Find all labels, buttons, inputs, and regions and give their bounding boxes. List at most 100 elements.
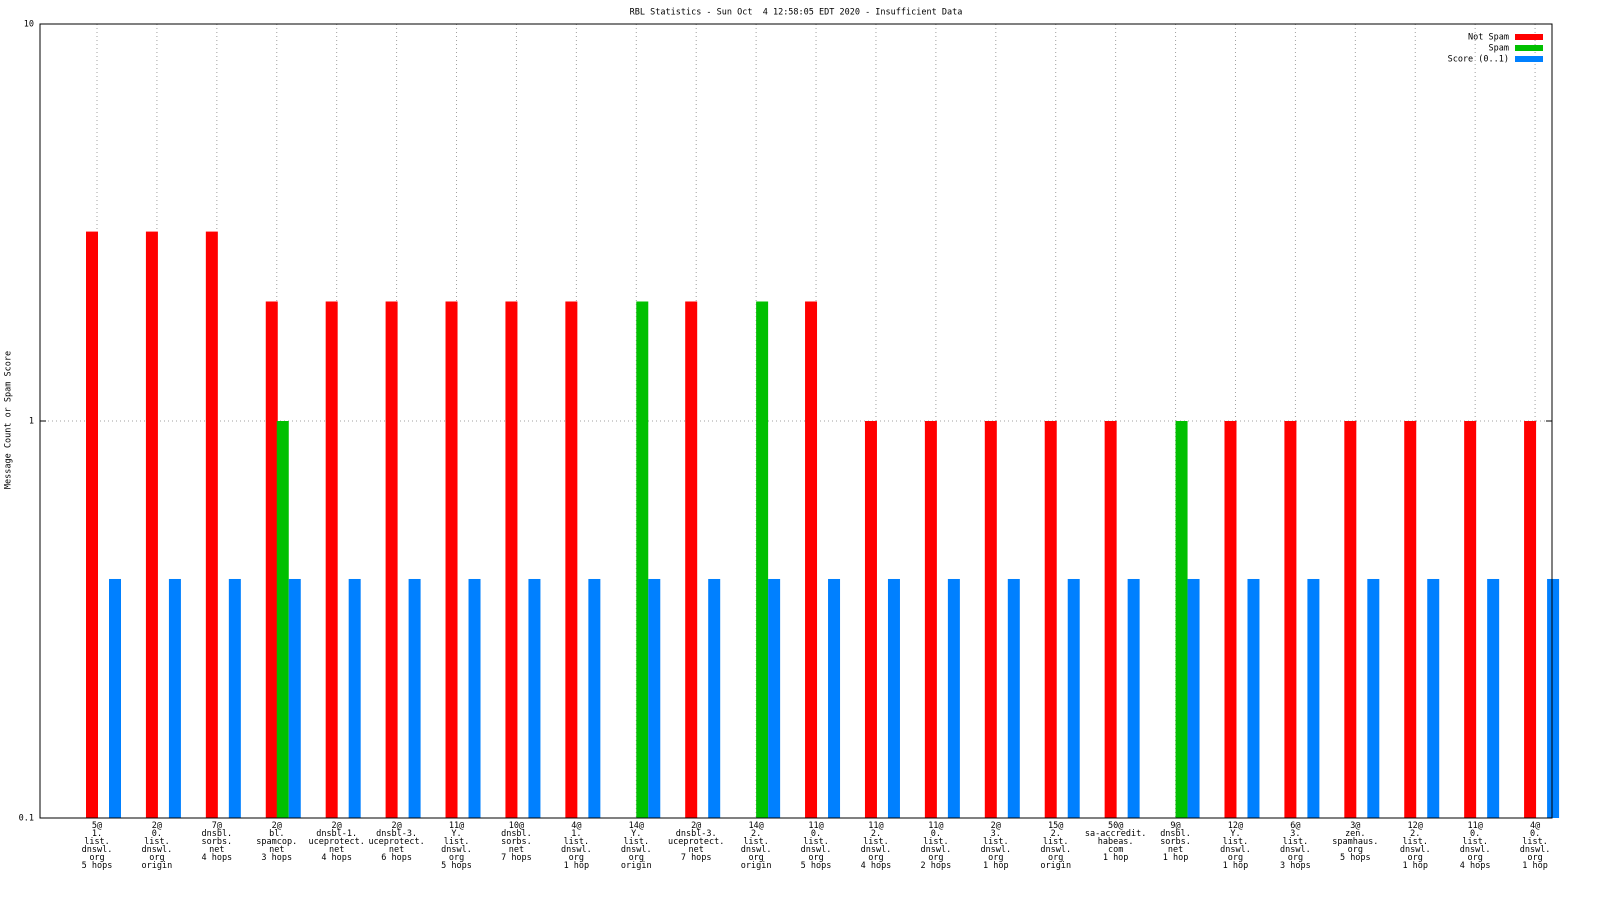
x-tick-label-line: dnswl.: [861, 845, 892, 855]
x-tick-label-line: list.: [1223, 837, 1249, 847]
x-tick-label-line: org: [1288, 853, 1303, 863]
x-tick-label-line: 1 hop: [1103, 853, 1129, 863]
bar: [528, 578, 541, 818]
x-tick-label-line: dnswl.: [1040, 845, 1071, 855]
bar: [1187, 578, 1200, 818]
x-tick-label-line: 15@: [1048, 821, 1063, 831]
x-tick-label-line: Y.: [451, 829, 461, 839]
x-tick-label-line: list.: [1402, 837, 1428, 847]
x-tick-label-line: 5 hops: [1340, 853, 1371, 863]
x-tick-label-line: origin: [741, 861, 772, 871]
x-tick-label-line: dnswl.: [980, 845, 1011, 855]
x-tick-label-line: dnswl.: [801, 845, 832, 855]
x-tick-label-line: list.: [743, 837, 769, 847]
x-tick-label-line: 1 hop: [1402, 861, 1428, 871]
bar: [86, 231, 98, 818]
x-tick-label-line: 0.: [1470, 829, 1480, 839]
x-tick-label-line: 4@: [1530, 821, 1540, 831]
bar: [887, 578, 900, 818]
bar: [1127, 578, 1140, 818]
x-tick-label-line: 7 hops: [501, 853, 532, 863]
x-tick-label: 9@ dnsbl. sorbs. net 1 hop: [1160, 821, 1191, 863]
x-tick-label-line: sa-accredit.: [1085, 829, 1146, 839]
bar: [109, 578, 121, 818]
x-tick-label-line: zen.: [1345, 829, 1365, 839]
y-tick-label: 1: [29, 417, 34, 427]
x-tick-label-line: org: [1348, 845, 1363, 855]
legend-swatch: [1515, 34, 1543, 40]
x-tick-label-line: dnsbl-1.: [316, 829, 357, 839]
x-tick-label-line: dnswl.: [1280, 845, 1311, 855]
x-tick-label-line: 3 hops: [261, 853, 292, 863]
x-tick-label-line: com: [1108, 845, 1123, 855]
x-tick-label-line: 4 hops: [861, 861, 892, 871]
bar: [168, 578, 181, 818]
x-tick-label-line: spamhaus.: [1332, 837, 1378, 847]
x-tick-label: 11@ 2. list. dnswl. org 4 hops: [861, 821, 892, 871]
bar: [228, 578, 241, 818]
bar: [768, 578, 781, 818]
x-tick-label-line: 2@: [332, 821, 342, 831]
legend-label: Spam: [1489, 44, 1509, 54]
x-tick-label-line: net: [209, 845, 224, 855]
x-tick-label-line: 4@: [571, 821, 581, 831]
x-tick-label-line: 2.: [751, 829, 761, 839]
x-tick-label-line: 7 hops: [681, 853, 712, 863]
x-tick-label-line: list.: [444, 837, 470, 847]
x-tick-label: 11@ 0. list. dnswl. org 5 hops: [801, 821, 832, 871]
bar: [445, 301, 458, 818]
x-tick-label-line: origin: [1040, 861, 1071, 871]
x-tick-label-line: org: [1527, 853, 1542, 863]
bar: [805, 301, 818, 818]
x-tick-label-line: list.: [84, 837, 110, 847]
bar: [648, 578, 661, 818]
x-tick-label-line: uceprotect.: [368, 837, 424, 847]
x-tick-label-line: bl.: [269, 829, 284, 839]
x-tick-label-line: 11@: [1467, 821, 1482, 831]
bar: [1547, 578, 1560, 818]
x-tick-label: 2@ dnsbl-3. uceprotect. net 7 hops: [668, 821, 724, 863]
x-tick-label-line: 2@: [991, 821, 1001, 831]
x-tick-label-line: origin: [142, 861, 173, 871]
x-tick-label-line: org: [748, 853, 763, 863]
x-tick-label-line: dnsbl-3.: [376, 829, 417, 839]
x-tick-label-line: dnsbl.: [1160, 829, 1191, 839]
x-tick-label-line: 1.: [571, 829, 581, 839]
x-tick-label-line: 5 hops: [82, 861, 113, 871]
bar: [1175, 421, 1188, 818]
x-tick-label-line: dnswl.: [1220, 845, 1251, 855]
bar: [1044, 421, 1057, 818]
legend-label: Score (0..1): [1448, 55, 1509, 65]
x-tick-label-line: list.: [863, 837, 889, 847]
x-tick-label-line: 1 hop: [983, 861, 1009, 871]
x-tick-label-line: 4 hops: [1460, 861, 1491, 871]
x-tick-label-line: list.: [564, 837, 590, 847]
x-tick-label-line: org: [988, 853, 1003, 863]
x-tick-label-line: 1 hop: [1163, 853, 1189, 863]
x-tick-label-line: net: [329, 845, 344, 855]
x-tick-label: 11@ 0. list. dnswl. org 4 hops: [1460, 821, 1491, 871]
x-tick-label-line: org: [629, 853, 644, 863]
bar: [1524, 421, 1537, 818]
x-tick-label: 5@ 1. list. dnswl. org 5 hops: [82, 821, 113, 871]
x-tick-label-line: dnsbl.: [201, 829, 232, 839]
bar: [1367, 578, 1380, 818]
bar: [1067, 578, 1080, 818]
bar: [1247, 578, 1260, 818]
bar: [756, 301, 769, 818]
x-tick-label: 12@ Y. list. dnswl. org 1 hop: [1220, 821, 1251, 871]
bar: [468, 578, 481, 818]
x-tick-label-line: dnswl.: [621, 845, 652, 855]
x-tick-label: 11@ Y. list. dnswl. org 5 hops: [441, 821, 472, 871]
x-tick-label-line: list.: [923, 837, 949, 847]
x-tick-label-line: list.: [983, 837, 1009, 847]
x-tick-label: 2@ 3. list. dnswl. org 1 hop: [980, 821, 1011, 871]
x-tick-label-line: 5@: [92, 821, 102, 831]
x-tick-label-line: 4 hops: [201, 853, 232, 863]
x-tick-label-line: 3@: [1350, 821, 1360, 831]
x-tick-label-line: Y.: [1230, 829, 1240, 839]
x-tick-label-line: net: [509, 845, 524, 855]
x-tick-label-line: 5 hops: [801, 861, 832, 871]
bar: [385, 301, 398, 818]
bar: [205, 231, 218, 818]
